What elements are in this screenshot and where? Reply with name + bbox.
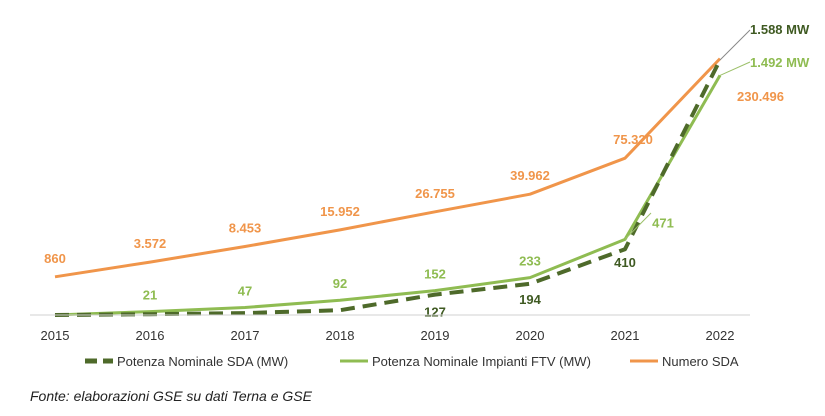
data-label-series-2: 471 [652, 215, 674, 230]
data-label-series-1: 1.588 MW [750, 22, 810, 37]
source-note: Fonte: elaborazioni GSE su dati Terna e … [30, 388, 312, 404]
leader-line [719, 29, 751, 61]
data-label-series-3: 26.755 [415, 186, 455, 201]
x-tick-label: 2015 [41, 328, 70, 343]
data-label-series-2: 21 [143, 288, 157, 303]
legend-label-3: Numero SDA [662, 354, 739, 369]
data-label-series-2: 47 [238, 283, 252, 298]
series-line-2 [54, 74, 722, 317]
leader-line [624, 212, 652, 240]
series-line-3 [54, 57, 722, 279]
x-tick-label: 2016 [136, 328, 165, 343]
data-label-series-3: 75.320 [613, 132, 653, 147]
x-tick-label: 2021 [611, 328, 640, 343]
legend-label-2: Potenza Nominale Impianti FTV (MW) [372, 354, 591, 369]
legend-label-1: Potenza Nominale SDA (MW) [117, 354, 288, 369]
x-tick-label: 2017 [231, 328, 260, 343]
series-lines [54, 29, 751, 317]
legend: Potenza Nominale SDA (MW) Potenza Nominal… [85, 354, 739, 369]
data-label-series-2: 92 [333, 276, 347, 291]
data-label-series-3: 3.572 [134, 236, 167, 251]
x-tick-label: 2020 [516, 328, 545, 343]
data-label-series-1: 194 [519, 292, 541, 307]
data-label-series-3: 860 [44, 251, 66, 266]
data-label-series-2: 152 [424, 267, 446, 282]
data-label-series-2: 1.492 MW [750, 55, 810, 70]
data-label-series-3: 230.496 [737, 89, 784, 104]
x-tick-label: 2022 [706, 328, 735, 343]
x-axis: 2015 2016 2017 2018 2019 2020 2021 2022 [30, 314, 750, 343]
data-labels: 127 194 410 1.588 MW 21 47 92 152 233 471 1.492 MW… [44, 22, 810, 320]
data-label-series-3: 39.962 [510, 168, 550, 183]
data-label-series-1: 127 [424, 305, 446, 320]
data-label-series-1: 410 [614, 255, 636, 270]
x-tick-label: 2018 [326, 328, 355, 343]
x-tick-label: 2019 [421, 328, 450, 343]
data-label-series-2: 233 [519, 254, 541, 269]
leader-line [719, 61, 751, 76]
data-label-series-3: 8.453 [229, 221, 262, 236]
data-label-series-3: 15.952 [320, 204, 360, 219]
series-line-1 [54, 59, 722, 317]
